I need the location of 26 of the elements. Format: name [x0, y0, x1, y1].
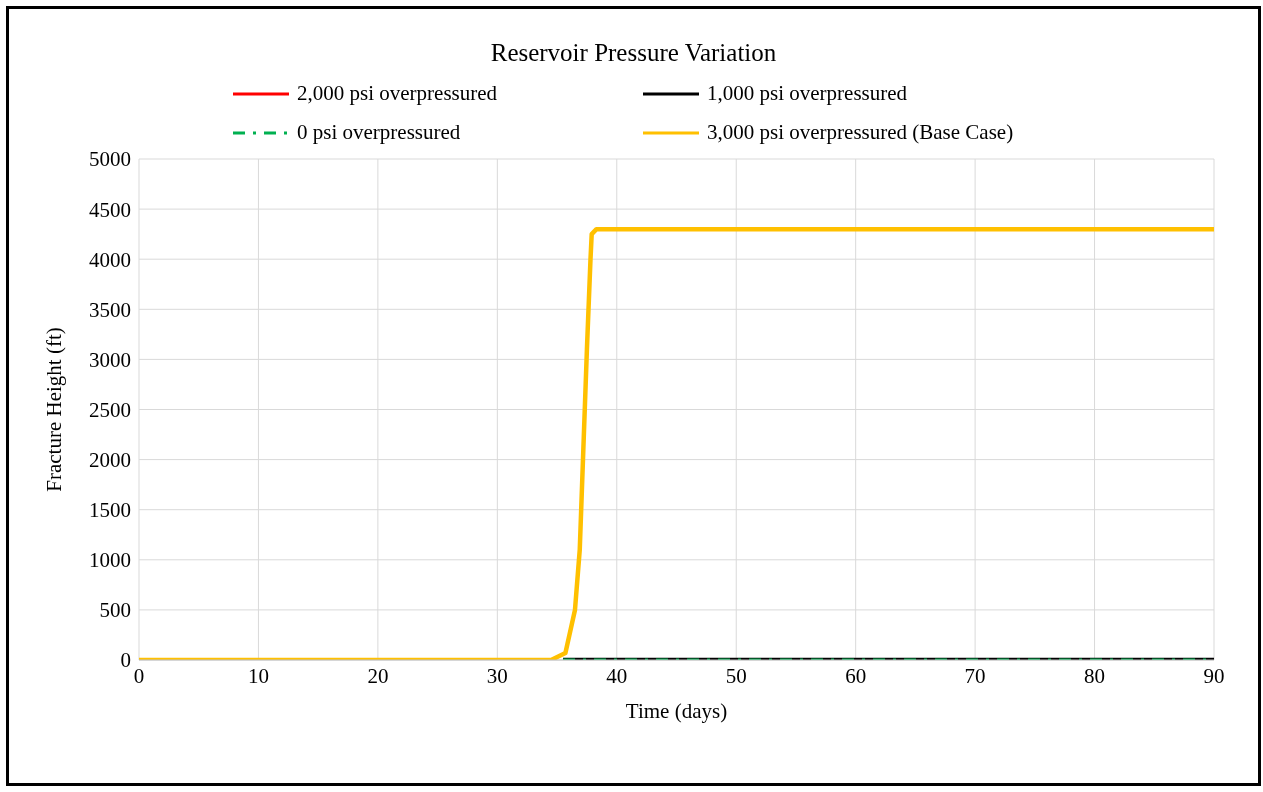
legend-label: 3,000 psi overpressured (Base Case) [707, 120, 1014, 145]
y-axis-title: Fracture Height (ft) [42, 327, 67, 492]
y-tick-label: 3000 [89, 347, 131, 372]
x-tick-label: 50 [725, 663, 747, 688]
y-tick-label: 500 [99, 598, 131, 623]
y-tick-label: 1500 [89, 498, 131, 523]
x-tick-label: 10 [247, 663, 269, 688]
x-tick-label: 40 [606, 663, 628, 688]
x-tick-label: 60 [845, 663, 867, 688]
y-tick-label: 2000 [89, 448, 131, 473]
y-tick-label: 4500 [89, 197, 131, 222]
x-tick-label: 20 [367, 663, 389, 688]
y-tick-label: 4000 [89, 247, 131, 272]
x-axis-title: Time (days) [625, 699, 728, 723]
x-tick-label: 70 [964, 663, 986, 688]
y-tick-label: 5000 [89, 147, 131, 172]
x-tick-label: 30 [486, 663, 508, 688]
y-tick-label: 3500 [89, 297, 131, 322]
y-tick-label: 2500 [89, 397, 131, 422]
legend-label: 0 psi overpressured [297, 120, 461, 145]
legend-label: 2,000 psi overpressured [297, 81, 498, 106]
chart-title: Reservoir Pressure Variation [489, 39, 778, 67]
legend-label: 1,000 psi overpressured [707, 81, 908, 106]
x-tick-label: 90 [1203, 663, 1225, 688]
y-tick-label: 1000 [89, 548, 131, 573]
x-tick-label: 80 [1084, 663, 1106, 688]
